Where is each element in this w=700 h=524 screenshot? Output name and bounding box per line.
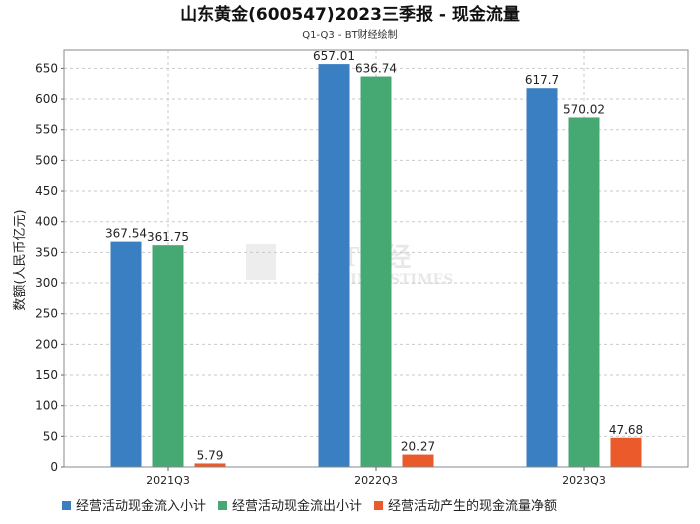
data-label: 657.01 [313, 49, 355, 63]
legend: 经营活动现金流入小计 经营活动现金流出小计 经营活动产生的现金流量净额 [62, 498, 557, 514]
bar [568, 117, 600, 468]
y-tick-label: 650 [35, 61, 58, 75]
bar [152, 245, 184, 467]
x-tick-label: 2023Q3 [562, 474, 606, 487]
y-tick-label: 300 [35, 276, 58, 290]
legend-label: 经营活动现金流出小计 [232, 498, 362, 514]
bar [194, 463, 226, 467]
watermark: BT财经 BUSINESSTIMES [246, 242, 453, 288]
legend-item: 经营活动产生的现金流量净额 [374, 498, 557, 514]
y-tick-label: 50 [43, 429, 58, 443]
legend-item: 经营活动现金流入小计 [62, 498, 206, 514]
y-tick-label: 500 [35, 153, 58, 167]
chart-title: 山东黄金(600547)2023三季报 - 现金流量 [180, 4, 520, 25]
bar [360, 76, 392, 467]
watermark-logo-mark [246, 244, 276, 280]
legend-item: 经营活动现金流出小计 [218, 498, 362, 514]
data-label: 570.02 [563, 102, 605, 116]
data-label: 367.54 [105, 227, 147, 241]
data-label: 20.27 [401, 440, 435, 454]
x-tick-label: 2022Q3 [354, 474, 398, 487]
y-tick-label: 600 [35, 92, 58, 106]
y-tick-label: 150 [35, 368, 58, 382]
chart-subtitle: Q1-Q3 - BT财经绘制 [302, 28, 397, 41]
bar [318, 64, 350, 468]
y-axis-label: 数额(人民币亿元) [13, 209, 28, 310]
data-label: 636.74 [355, 62, 397, 76]
y-tick-label: 400 [35, 215, 58, 229]
bar [402, 454, 434, 467]
bar [610, 437, 642, 467]
data-label: 361.75 [147, 230, 189, 244]
y-tick-label: 0 [50, 460, 58, 474]
y-tick-label: 550 [35, 123, 58, 137]
y-tick-label: 100 [35, 399, 58, 413]
bar [526, 88, 558, 467]
data-label: 5.79 [197, 448, 224, 462]
data-label: 47.68 [609, 423, 643, 437]
axes: 0 50 100 150 200 250 300 350 400 450 500 550 600 650 2… [35, 49, 689, 487]
legend-swatch [62, 501, 71, 510]
legend-label: 经营活动现金流入小计 [76, 498, 206, 514]
data-label: 617.7 [525, 73, 559, 87]
bars [110, 64, 642, 468]
y-tick-label: 450 [35, 184, 58, 198]
legend-label: 经营活动产生的现金流量净额 [388, 498, 557, 514]
x-tick-label: 2021Q3 [146, 474, 190, 487]
y-tick-label: 250 [35, 307, 58, 321]
y-tick-label: 350 [35, 245, 58, 259]
legend-swatch [374, 501, 384, 510]
y-tick-label: 200 [35, 337, 58, 351]
bar [110, 241, 142, 467]
legend-swatch [218, 501, 228, 510]
